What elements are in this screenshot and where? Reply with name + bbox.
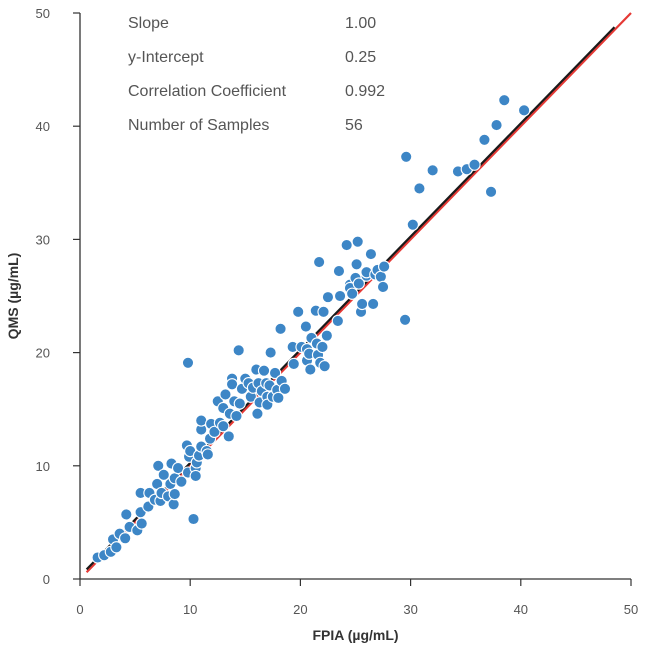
data-point <box>364 247 378 261</box>
data-point <box>257 364 271 377</box>
data-point <box>304 363 317 376</box>
data-point <box>222 430 235 443</box>
data-point <box>406 218 419 231</box>
y-tick-label: 30 <box>36 232 50 247</box>
data-point <box>230 409 243 423</box>
stat-label: Correlation Coefficient <box>128 83 287 100</box>
data-point <box>478 133 491 146</box>
data-point <box>316 340 329 354</box>
data-point <box>312 255 326 269</box>
data-point <box>168 487 181 501</box>
stat-label: Number of Samples <box>128 117 269 134</box>
y-tick-label: 0 <box>43 572 50 587</box>
data-point <box>426 164 439 177</box>
data-point <box>278 382 292 395</box>
data-point <box>208 425 221 438</box>
x-tick-label: 30 <box>403 602 417 617</box>
x-tick-label: 40 <box>514 602 528 617</box>
data-point <box>135 517 148 530</box>
data-point <box>318 360 331 373</box>
data-point <box>225 378 239 391</box>
statistics-panel: Slope 1.00 y-Intercept 0.25 Correlation Coef… <box>128 15 385 134</box>
data-point <box>292 305 305 318</box>
stat-value: 56 <box>345 117 363 134</box>
data-point <box>517 104 531 117</box>
data-point <box>181 356 195 369</box>
data-point <box>490 118 503 132</box>
data-point <box>468 158 481 171</box>
data-point <box>333 289 347 303</box>
data-point <box>232 344 245 357</box>
data-point <box>331 314 345 328</box>
y-tick-label: 20 <box>36 346 50 361</box>
data-point <box>110 541 123 554</box>
data-point <box>268 366 282 380</box>
data-point <box>317 305 330 318</box>
y-tick-label: 10 <box>36 459 50 474</box>
data-point <box>374 270 387 283</box>
data-point <box>299 320 313 333</box>
data-point <box>332 264 346 278</box>
data-point <box>201 448 214 461</box>
stat-value: 1.00 <box>345 15 376 32</box>
data-point <box>321 290 335 304</box>
stat-value: 0.992 <box>345 83 385 100</box>
x-tick-label: 20 <box>293 602 307 617</box>
data-point <box>274 322 287 335</box>
y-tick-label: 40 <box>36 119 50 134</box>
y-axis-title: QMS (µg/mL) <box>5 253 21 340</box>
data-point <box>355 297 369 311</box>
stat-label: y-Intercept <box>128 49 204 66</box>
stat-value: 0.25 <box>345 49 376 66</box>
x-tick-label: 0 <box>76 602 83 617</box>
data-point <box>366 297 380 311</box>
data-points <box>91 94 531 564</box>
data-point <box>217 420 230 433</box>
data-point <box>350 258 363 271</box>
data-point <box>167 498 180 511</box>
data-point <box>400 150 413 163</box>
data-point <box>378 260 391 273</box>
data-point <box>187 512 200 526</box>
data-point <box>398 313 412 326</box>
data-point <box>484 185 498 199</box>
x-tick-label: 50 <box>624 602 638 617</box>
data-point <box>413 182 426 195</box>
y-tick-label: 50 <box>36 6 50 21</box>
x-axis-title: FPIA (µg/mL) <box>312 627 398 643</box>
data-point <box>340 238 353 252</box>
data-point <box>351 235 364 248</box>
data-point <box>320 329 333 342</box>
data-point <box>272 391 285 405</box>
data-point <box>346 287 359 300</box>
data-point <box>189 469 202 483</box>
data-point <box>251 407 264 420</box>
data-point <box>157 468 170 482</box>
data-point <box>498 94 511 107</box>
data-point <box>287 357 300 371</box>
x-tick-label: 10 <box>183 602 197 617</box>
data-point <box>264 346 277 359</box>
axes: 0 10 20 30 40 50 0 10 20 30 40 50 <box>36 6 639 617</box>
data-point <box>152 459 165 472</box>
data-point <box>352 277 365 290</box>
data-point <box>120 508 133 521</box>
data-point <box>219 388 232 401</box>
data-point <box>175 475 188 488</box>
data-point <box>233 397 246 410</box>
data-point <box>376 280 390 294</box>
stat-label: Slope <box>128 15 169 32</box>
data-point <box>119 532 132 545</box>
data-point <box>171 461 185 475</box>
